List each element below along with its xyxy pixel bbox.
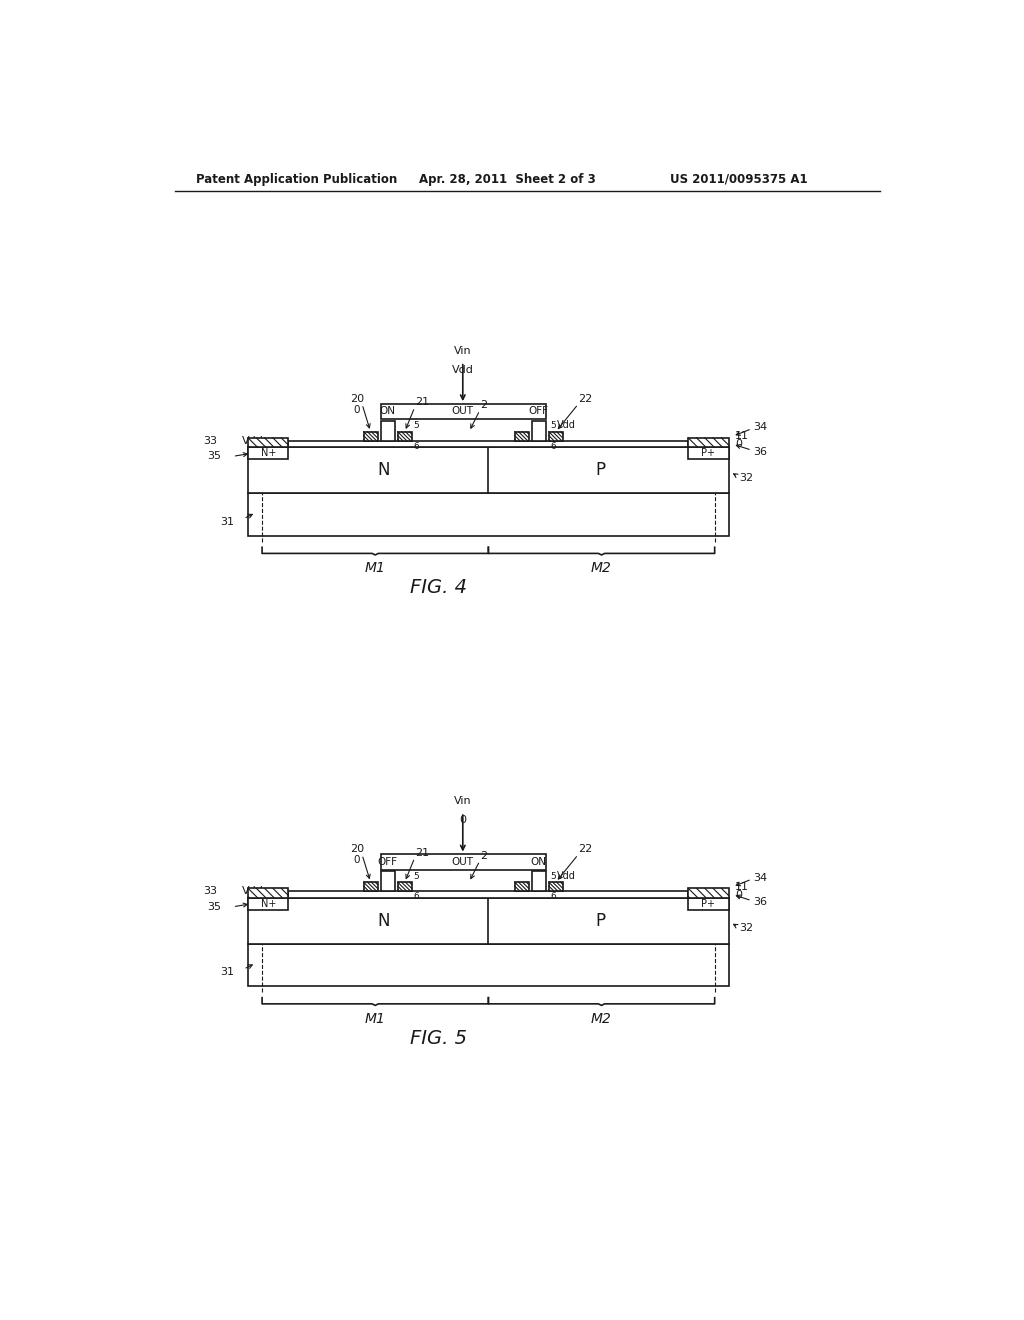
Text: OUT: OUT bbox=[452, 407, 474, 416]
Text: US 2011/0095375 A1: US 2011/0095375 A1 bbox=[671, 173, 808, 186]
Bar bbox=[531, 871, 546, 891]
Bar bbox=[289, 891, 688, 898]
Text: 6: 6 bbox=[414, 442, 419, 450]
Text: 0: 0 bbox=[353, 855, 359, 866]
Bar bbox=[248, 438, 289, 447]
Text: FIG. 5: FIG. 5 bbox=[410, 1028, 467, 1048]
Text: N+: N+ bbox=[260, 449, 275, 458]
Text: ON: ON bbox=[530, 857, 547, 867]
Text: 5: 5 bbox=[550, 871, 556, 880]
Text: Vdd: Vdd bbox=[242, 436, 264, 446]
Text: OFF: OFF bbox=[378, 857, 397, 867]
Text: M2: M2 bbox=[591, 1011, 612, 1026]
Text: P+: P+ bbox=[701, 899, 716, 908]
Bar bbox=[248, 447, 729, 494]
Bar bbox=[248, 898, 729, 944]
Text: 0: 0 bbox=[735, 440, 741, 449]
Text: Vdd: Vdd bbox=[452, 364, 474, 375]
Text: 2: 2 bbox=[480, 400, 487, 411]
Text: 22: 22 bbox=[579, 395, 593, 404]
Text: N+: N+ bbox=[260, 899, 275, 908]
Text: 32: 32 bbox=[739, 473, 754, 483]
Text: 5: 5 bbox=[414, 871, 419, 880]
Text: 21: 21 bbox=[415, 847, 429, 858]
Text: 36: 36 bbox=[754, 446, 767, 457]
Bar bbox=[549, 882, 563, 891]
Text: OUT: OUT bbox=[452, 857, 474, 867]
Bar bbox=[381, 854, 546, 870]
Text: N: N bbox=[378, 912, 390, 929]
Bar bbox=[531, 421, 546, 441]
Text: 20: 20 bbox=[350, 395, 365, 404]
Text: 5: 5 bbox=[414, 421, 419, 430]
Bar bbox=[364, 882, 378, 891]
Bar bbox=[248, 888, 289, 898]
Text: 32: 32 bbox=[739, 924, 754, 933]
Bar bbox=[688, 898, 729, 909]
Bar bbox=[397, 882, 412, 891]
Text: Vin: Vin bbox=[454, 796, 472, 807]
Text: M1: M1 bbox=[365, 561, 386, 576]
Text: Vdd: Vdd bbox=[557, 420, 575, 430]
Bar bbox=[248, 447, 289, 459]
Text: 20: 20 bbox=[350, 845, 365, 854]
Text: 31: 31 bbox=[220, 517, 234, 527]
Text: 33: 33 bbox=[203, 887, 217, 896]
Text: P: P bbox=[596, 912, 606, 929]
Bar bbox=[248, 944, 729, 986]
Text: 22: 22 bbox=[579, 845, 593, 854]
Bar bbox=[364, 432, 378, 441]
Text: 35: 35 bbox=[207, 902, 221, 912]
Text: N: N bbox=[378, 461, 390, 479]
Bar bbox=[381, 421, 394, 441]
Bar bbox=[549, 432, 563, 441]
Text: P+: P+ bbox=[701, 449, 716, 458]
Text: ON: ON bbox=[380, 407, 395, 416]
Bar bbox=[381, 404, 546, 420]
Bar bbox=[248, 494, 729, 536]
Text: 35: 35 bbox=[207, 451, 221, 462]
Text: M1: M1 bbox=[365, 1011, 386, 1026]
Text: 34: 34 bbox=[754, 422, 768, 432]
Text: Vdd: Vdd bbox=[557, 871, 575, 880]
Bar bbox=[688, 447, 729, 459]
Text: OFF: OFF bbox=[528, 407, 549, 416]
Text: 31: 31 bbox=[220, 968, 234, 977]
Text: 11: 11 bbox=[735, 882, 749, 892]
Text: 2: 2 bbox=[480, 850, 487, 861]
Text: M2: M2 bbox=[591, 561, 612, 576]
Text: Apr. 28, 2011  Sheet 2 of 3: Apr. 28, 2011 Sheet 2 of 3 bbox=[419, 173, 595, 186]
Text: 21: 21 bbox=[415, 397, 429, 407]
Text: Vin: Vin bbox=[454, 346, 472, 355]
Bar bbox=[289, 441, 688, 447]
Text: 11: 11 bbox=[735, 432, 749, 441]
Text: FIG. 4: FIG. 4 bbox=[410, 578, 467, 597]
Text: 36: 36 bbox=[754, 898, 767, 907]
Text: 6: 6 bbox=[550, 892, 556, 902]
Bar bbox=[515, 432, 528, 441]
Bar bbox=[397, 432, 412, 441]
Bar bbox=[248, 898, 289, 909]
Bar bbox=[381, 871, 394, 891]
Text: 34: 34 bbox=[754, 873, 768, 883]
Text: Vdd: Vdd bbox=[242, 887, 264, 896]
Text: 0: 0 bbox=[735, 890, 741, 899]
Text: 6: 6 bbox=[414, 892, 419, 902]
Text: 33: 33 bbox=[203, 436, 217, 446]
Bar bbox=[515, 882, 528, 891]
Text: P: P bbox=[596, 461, 606, 479]
Bar bbox=[688, 888, 729, 898]
Bar bbox=[688, 438, 729, 447]
Text: 5: 5 bbox=[550, 421, 556, 430]
Text: 0: 0 bbox=[353, 405, 359, 414]
Text: 6: 6 bbox=[550, 442, 556, 450]
Text: 0: 0 bbox=[460, 816, 466, 825]
Text: Patent Application Publication: Patent Application Publication bbox=[197, 173, 397, 186]
